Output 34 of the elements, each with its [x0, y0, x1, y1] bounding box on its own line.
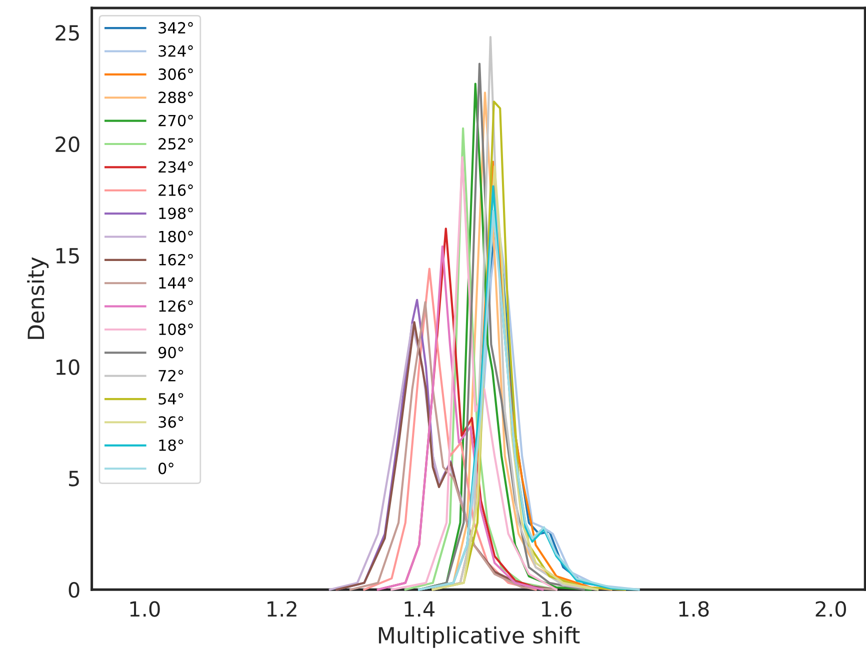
legend-label: 0°: [158, 462, 174, 474]
legend-label: 270°: [158, 114, 193, 126]
x-tick-label: 1.4: [404, 601, 435, 617]
legend-label: 252°: [158, 138, 193, 150]
x-tick-label: 1.0: [130, 601, 160, 617]
legend-label: 306°: [158, 68, 193, 80]
legend-label: 234°: [158, 161, 193, 173]
legend-label: 180°: [159, 230, 193, 242]
y-tick-label: 5: [69, 470, 79, 486]
legend-label: 90°: [158, 346, 184, 358]
legend-label: 288°: [158, 92, 193, 104]
x-tick-label: 1.8: [679, 601, 709, 617]
x-tick-label: 1.6: [542, 601, 572, 617]
y-tick-label: 20: [56, 136, 80, 152]
y-tick-label: 10: [56, 359, 80, 375]
x-axis-title: Multiplicative shift: [378, 626, 580, 648]
y-tick-label: 0: [68, 582, 80, 598]
x-tick-label: 2.0: [816, 601, 846, 617]
legend-label: 36°: [158, 416, 184, 428]
x-tick-label: 1.2: [268, 601, 296, 617]
y-tick-label: 15: [56, 248, 79, 264]
legend-label: 216°: [158, 184, 193, 196]
legend-label: 54°: [158, 393, 184, 405]
legend-label: 72°: [158, 370, 184, 382]
legend-label: 162°: [159, 254, 193, 266]
legend-label: 108°: [159, 324, 193, 336]
legend-label: 324°: [158, 45, 193, 57]
legend-label: 144°: [159, 277, 193, 288]
y-tick-label: 25: [56, 25, 79, 41]
legend-label: 126°: [159, 300, 193, 312]
legend-label: 18°: [159, 439, 184, 452]
legend-label: 198°: [159, 208, 193, 220]
y-axis-title: Density: [27, 257, 49, 339]
legend-label: 342°: [158, 22, 193, 34]
